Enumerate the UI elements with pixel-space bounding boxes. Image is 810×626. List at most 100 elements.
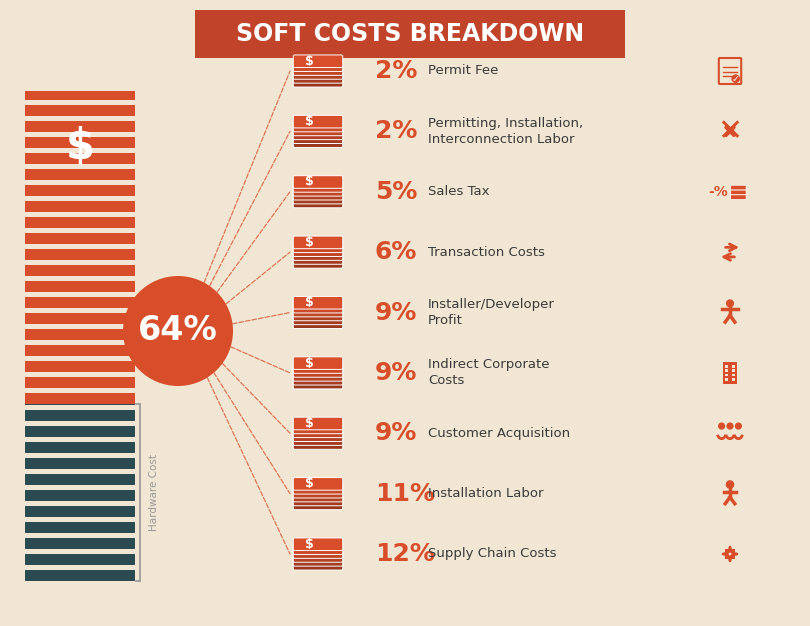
FancyBboxPatch shape — [731, 195, 746, 200]
Text: Installer/Developer: Installer/Developer — [428, 298, 555, 311]
FancyBboxPatch shape — [293, 357, 343, 369]
Circle shape — [718, 423, 725, 429]
FancyBboxPatch shape — [293, 481, 343, 494]
Text: $: $ — [66, 126, 95, 168]
Text: $: $ — [305, 296, 314, 309]
FancyBboxPatch shape — [293, 490, 343, 502]
Bar — [25, 308, 135, 313]
FancyBboxPatch shape — [293, 369, 343, 381]
Text: Hardware Cost: Hardware Cost — [149, 454, 159, 531]
Bar — [25, 469, 135, 474]
Text: Indirect Corporate: Indirect Corporate — [428, 358, 549, 371]
FancyBboxPatch shape — [293, 255, 343, 268]
Circle shape — [731, 74, 740, 83]
FancyBboxPatch shape — [293, 248, 343, 260]
Bar — [25, 212, 135, 217]
FancyBboxPatch shape — [293, 131, 343, 143]
Bar — [25, 372, 135, 377]
Bar — [725, 374, 728, 376]
Text: 9%: 9% — [375, 300, 417, 324]
FancyBboxPatch shape — [293, 478, 343, 490]
FancyBboxPatch shape — [293, 312, 343, 325]
Text: 6%: 6% — [375, 240, 417, 264]
FancyBboxPatch shape — [293, 421, 343, 434]
Bar — [725, 378, 728, 381]
Bar — [25, 148, 135, 153]
Text: $: $ — [305, 175, 314, 188]
Bar — [725, 365, 728, 368]
Text: Interconnection Labor: Interconnection Labor — [428, 133, 574, 146]
Bar — [725, 369, 728, 372]
Text: SOFT COSTS BREAKDOWN: SOFT COSTS BREAKDOWN — [236, 22, 584, 46]
FancyBboxPatch shape — [293, 63, 343, 75]
Bar — [732, 374, 735, 376]
Text: 11%: 11% — [375, 481, 435, 506]
Bar — [25, 244, 135, 249]
Text: $: $ — [305, 115, 314, 128]
Text: Permitting, Installation,: Permitting, Installation, — [428, 117, 583, 130]
FancyBboxPatch shape — [293, 557, 343, 570]
Text: Transaction Costs: Transaction Costs — [428, 245, 545, 259]
Text: 12%: 12% — [375, 542, 435, 566]
FancyBboxPatch shape — [293, 297, 343, 309]
Text: Permit Fee: Permit Fee — [428, 64, 498, 78]
Bar — [732, 365, 735, 368]
FancyBboxPatch shape — [293, 74, 343, 87]
Bar — [25, 116, 135, 121]
Circle shape — [123, 276, 233, 386]
Bar — [25, 485, 135, 490]
FancyBboxPatch shape — [293, 538, 343, 550]
FancyBboxPatch shape — [293, 553, 343, 566]
Bar — [726, 550, 735, 558]
Text: ✕: ✕ — [718, 117, 743, 146]
Bar — [723, 362, 736, 384]
FancyBboxPatch shape — [731, 190, 746, 195]
Text: 2%: 2% — [375, 59, 417, 83]
FancyBboxPatch shape — [293, 66, 343, 80]
FancyBboxPatch shape — [293, 176, 343, 188]
Bar — [25, 356, 135, 361]
FancyBboxPatch shape — [731, 185, 746, 190]
Text: Installation Labor: Installation Labor — [428, 487, 544, 500]
Text: Profit: Profit — [428, 314, 463, 327]
Bar — [25, 132, 135, 137]
Bar — [25, 533, 135, 538]
FancyBboxPatch shape — [293, 304, 343, 317]
FancyBboxPatch shape — [195, 10, 625, 58]
Bar — [25, 228, 135, 233]
FancyBboxPatch shape — [293, 59, 343, 71]
Circle shape — [735, 423, 742, 429]
FancyBboxPatch shape — [293, 236, 343, 249]
Text: ✓: ✓ — [731, 74, 740, 84]
Bar — [25, 404, 135, 581]
FancyBboxPatch shape — [293, 71, 343, 83]
Text: 5%: 5% — [375, 180, 417, 203]
Bar — [25, 276, 135, 281]
Bar — [732, 378, 735, 381]
Bar — [25, 437, 135, 442]
Text: 64%: 64% — [139, 314, 218, 347]
FancyBboxPatch shape — [293, 425, 343, 438]
Text: -%: -% — [708, 185, 728, 198]
Bar — [25, 565, 135, 570]
Bar — [25, 340, 135, 345]
FancyBboxPatch shape — [293, 308, 343, 321]
FancyBboxPatch shape — [293, 376, 343, 389]
FancyBboxPatch shape — [293, 542, 343, 555]
Bar — [25, 549, 135, 554]
Bar — [25, 196, 135, 201]
Bar — [25, 324, 135, 329]
Bar — [25, 501, 135, 506]
Bar — [25, 180, 135, 185]
Text: 2%: 2% — [375, 120, 417, 143]
Bar — [25, 453, 135, 458]
FancyBboxPatch shape — [293, 192, 343, 204]
FancyBboxPatch shape — [293, 123, 343, 136]
FancyBboxPatch shape — [293, 493, 343, 506]
Bar — [25, 100, 135, 105]
FancyBboxPatch shape — [293, 429, 343, 441]
FancyBboxPatch shape — [293, 240, 343, 252]
Text: Costs: Costs — [428, 374, 464, 387]
Text: $: $ — [305, 357, 314, 369]
Bar — [25, 164, 135, 169]
